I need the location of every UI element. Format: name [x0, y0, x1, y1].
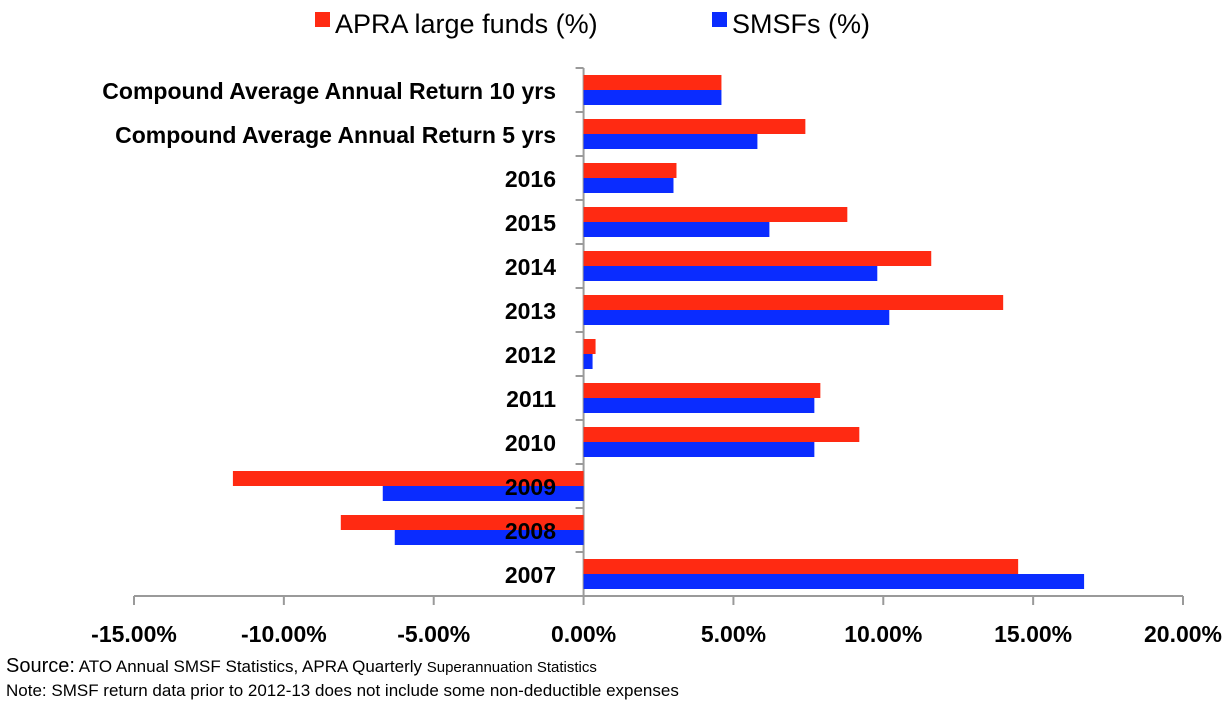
bar-smsf	[583, 178, 674, 193]
bar-smsf	[583, 266, 878, 281]
x-tick-label: -10.00%	[241, 621, 327, 647]
category-label: Compound Average Annual Return 5 yrs	[115, 122, 556, 148]
bar-apra	[583, 163, 677, 178]
category-label: 2016	[505, 166, 556, 192]
source-lead: Source:	[6, 655, 75, 677]
bar-smsf	[394, 530, 584, 545]
bar-smsf	[583, 222, 770, 237]
x-tick-label: 0.00%	[551, 621, 616, 647]
category-label: 2014	[505, 254, 556, 280]
category-label: 2009	[505, 474, 556, 500]
category-label: 2008	[505, 518, 556, 544]
source-main: ATO Annual SMSF Statistics, APRA Quarter…	[74, 657, 427, 676]
legend-label: SMSFs (%)	[732, 9, 870, 39]
x-tick-label: 10.00%	[844, 621, 922, 647]
bar-apra	[340, 515, 584, 530]
legend-swatch	[315, 12, 330, 27]
bar-apra	[583, 427, 860, 442]
x-tick-label: -15.00%	[91, 621, 177, 647]
bar-smsf	[583, 398, 815, 413]
x-tick-label: -5.00%	[397, 621, 470, 647]
bar-apra	[583, 119, 806, 134]
bar-apra	[583, 559, 1019, 574]
bar-apra	[232, 471, 584, 486]
category-label: 2012	[505, 342, 556, 368]
footnote: Note: SMSF return data prior to 2012-13 …	[6, 681, 679, 700]
bar-apra	[583, 251, 932, 266]
bar-smsf	[583, 134, 758, 149]
bar-apra	[583, 295, 1004, 310]
category-label: Compound Average Annual Return 10 yrs	[102, 78, 556, 104]
x-tick-label: 20.00%	[1144, 621, 1222, 647]
bar-apra	[583, 75, 722, 90]
category-label: 2010	[505, 430, 556, 456]
category-label: 2015	[505, 210, 556, 236]
legend-label: APRA large funds (%)	[335, 9, 598, 39]
bar-apra	[583, 383, 821, 398]
bar-chart: -15.00% -10.00% -5.00% 0.00% 5.00% 10.00% 15.0…	[91, 9, 1222, 647]
bar-apra	[583, 339, 596, 354]
bar-smsf	[583, 354, 593, 369]
source-note: Source: ATO Annual SMSF Statistics, APRA…	[6, 655, 597, 678]
bar-smsf	[583, 442, 815, 457]
source-small: Superannuation Statistics	[426, 659, 597, 676]
bar-smsf	[583, 90, 722, 105]
x-tick-label: 15.00%	[994, 621, 1072, 647]
category-label: 2013	[505, 298, 556, 324]
bar-apra	[583, 207, 848, 222]
bar-smsf	[583, 574, 1085, 589]
x-tick-label: 5.00%	[701, 621, 766, 647]
bar-smsf	[583, 310, 890, 325]
category-label: 2007	[505, 562, 556, 588]
bar-smsf	[382, 486, 584, 501]
legend-swatch	[712, 12, 727, 27]
category-label: 2011	[506, 386, 556, 412]
